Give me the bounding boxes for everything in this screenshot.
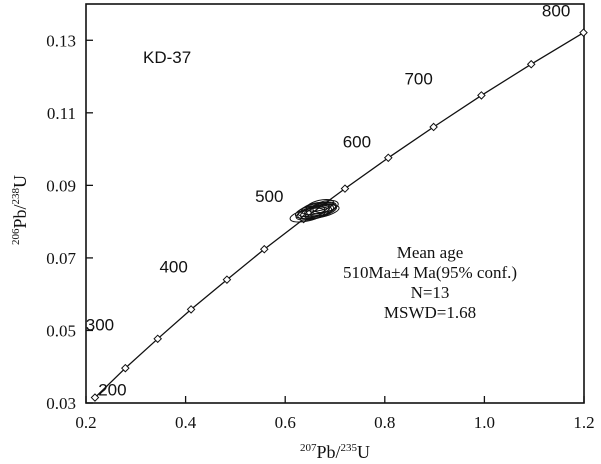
concordia-curve: [94, 32, 584, 399]
annotation-mswd: MSWD=1.68: [384, 303, 476, 322]
concordia-age-marker: [259, 244, 269, 254]
y-tick-label: 0.13: [46, 31, 76, 50]
concordia-age-marker: [383, 153, 393, 163]
y-tick-label: 0.03: [46, 394, 76, 413]
mean-age-annotation: Mean age 510Ma±4 Ma(95% conf.) N=13 MSWD…: [343, 243, 517, 322]
concordia-age-label: 500: [255, 187, 283, 206]
annotation-title: Mean age: [397, 243, 464, 262]
concordia-age-marker: [340, 184, 350, 193]
plot-frame: [85, 3, 585, 404]
y-axis-title: 206Pb/238U: [10, 175, 30, 245]
x-tick-label: 0.8: [374, 413, 395, 432]
concordia-age-marker: [429, 122, 438, 132]
concordia-age-label: 600: [343, 132, 371, 151]
annotation-age: 510Ma±4 Ma(95% conf.): [343, 263, 517, 282]
concordia-age-marker: [222, 275, 232, 284]
concordia-age-label: 200: [98, 381, 126, 400]
concordia-age-marker: [526, 59, 536, 69]
x-axis: 0.2 0.4 0.6 0.8 1.0 1.2: [75, 396, 595, 432]
concordia-age-label: 700: [404, 70, 432, 89]
analysis-ellipse: [297, 202, 331, 218]
analysis-ellipses: [289, 198, 340, 223]
concordia-age-marker: [153, 334, 163, 344]
x-tick-label: 0.6: [275, 413, 296, 432]
concordia-age-marker: [90, 393, 100, 402]
concordia-age-labels: 200 300 400 500 600 700 800: [86, 2, 571, 400]
analysis-ellipse: [304, 204, 340, 219]
analysis-ellipse: [305, 198, 335, 212]
concordia-age-markers: [90, 28, 588, 402]
concordia-age-marker: [186, 305, 196, 314]
y-tick-label: 0.09: [46, 176, 76, 195]
concordia-age-marker: [477, 91, 486, 100]
y-tick-label: 0.07: [46, 249, 76, 268]
x-axis-title: 207Pb/235U: [300, 442, 370, 462]
concordia-age-label: 300: [86, 315, 114, 334]
y-tick-label: 0.05: [46, 321, 76, 340]
concordia-age-marker: [579, 28, 588, 37]
x-tick-label: 0.2: [75, 413, 96, 432]
x-tick-label: 1.0: [474, 413, 495, 432]
concordia-age-label: 800: [542, 2, 570, 21]
concordia-age-marker: [121, 363, 130, 373]
y-axis: 0.03 0.05 0.07 0.09 0.11 0.13: [46, 31, 93, 413]
x-tick-label: 1.2: [573, 413, 594, 432]
annotation-n: N=13: [411, 283, 450, 302]
concordia-age-label: 400: [159, 257, 187, 276]
sample-label: KD-37: [143, 48, 191, 67]
x-tick-label: 0.4: [175, 413, 197, 432]
y-tick-label: 0.11: [47, 104, 76, 123]
